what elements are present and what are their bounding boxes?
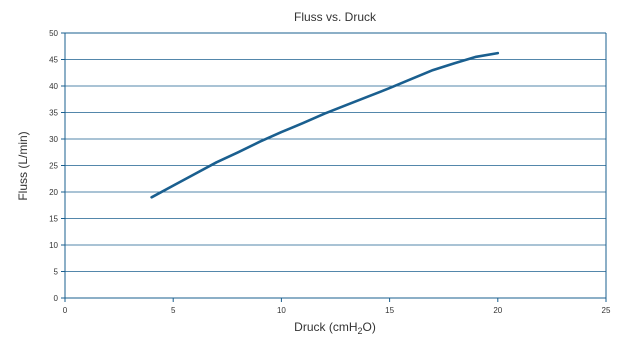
chart-title: Fluss vs. Druck [294, 10, 377, 24]
y-tick-label: 10 [49, 241, 58, 250]
gridlines [65, 32, 606, 272]
y-tick-label: 45 [49, 56, 58, 65]
y-tick-label: 0 [54, 294, 59, 303]
series-layer [150, 51, 500, 199]
y-tick-label: 30 [49, 135, 58, 144]
y-tick-label: 15 [49, 215, 58, 224]
y-tick-label: 40 [49, 82, 58, 91]
y-tick-label: 25 [49, 162, 58, 171]
x-tick-label: 10 [277, 306, 286, 315]
y-tick-label: 50 [49, 29, 58, 38]
axes [61, 32, 607, 302]
tick-labels: 0 5 10 15 20 25 30 35 40 45 50 0 5 10 15 20 25 [49, 29, 611, 315]
x-axis-title-main: Druck (cmH [294, 320, 357, 334]
x-axis-title-subscript: 2 [357, 326, 362, 336]
series-line-0 [150, 51, 500, 199]
x-tick-label: 15 [385, 306, 394, 315]
x-tick-label: 25 [602, 306, 611, 315]
x-axis-title: Druck (cmH2O) [294, 320, 376, 336]
x-tick-label: 0 [63, 306, 68, 315]
y-tick-label: 5 [54, 268, 59, 277]
y-axis-title: Fluss (L/min) [16, 131, 30, 200]
y-tick-label: 35 [49, 109, 58, 118]
x-axis-title-end: O) [363, 320, 376, 334]
x-tick-label: 5 [171, 306, 176, 315]
x-tick-label: 20 [493, 306, 502, 315]
y-tick-label: 20 [49, 188, 58, 197]
